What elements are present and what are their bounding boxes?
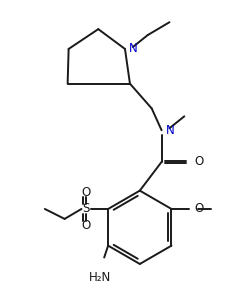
Text: H₂N: H₂N	[89, 271, 111, 285]
Text: S: S	[83, 202, 90, 216]
Text: O: O	[82, 186, 91, 199]
Text: N: N	[129, 43, 138, 55]
Text: O: O	[194, 202, 204, 216]
Text: O: O	[82, 219, 91, 232]
Text: O: O	[194, 155, 204, 168]
Text: N: N	[165, 124, 174, 137]
